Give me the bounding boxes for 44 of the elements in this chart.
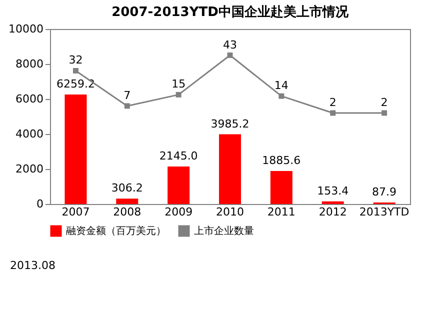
point xyxy=(227,52,233,58)
data-label: 306.2 xyxy=(111,182,143,195)
y-tick-label: 6000 xyxy=(16,92,44,106)
text: 2013.08 xyxy=(10,259,56,272)
chart-title: 2007-2013YTD中国企业赴美上市情况 xyxy=(112,4,350,20)
data-label: 14 xyxy=(274,79,288,92)
data-label: 7 xyxy=(124,88,131,102)
data-label: 15 xyxy=(172,78,186,91)
data-label: 32 xyxy=(68,54,83,67)
data-label: 2 xyxy=(329,96,336,109)
data-label: 3985.2 xyxy=(210,117,250,130)
bar xyxy=(168,166,190,204)
x-tick-label: 2010 xyxy=(216,206,244,218)
y-tick-label: 4000 xyxy=(16,128,44,140)
y-tick-label: 8000 xyxy=(16,58,44,70)
y-tick-label: 0 xyxy=(36,198,44,210)
data-label: 1885.6 xyxy=(262,154,301,167)
data-label: 2145.0 xyxy=(159,149,198,162)
data-label: 2 xyxy=(380,96,388,109)
point xyxy=(278,93,284,99)
x-tick-label: 2008 xyxy=(113,206,142,218)
bar xyxy=(322,201,344,204)
data-label: 6259.2 xyxy=(56,77,95,90)
y-tick-label: 10000 xyxy=(8,22,44,36)
data-label: 153.4 xyxy=(317,184,349,198)
legend-label: 上市企业数量 xyxy=(194,225,254,237)
x-tick-label: 2009 xyxy=(164,206,193,218)
point xyxy=(382,110,388,116)
x-tick-label: 2012 xyxy=(318,206,347,218)
bar xyxy=(270,171,292,204)
bar xyxy=(219,134,241,204)
data-label: 43 xyxy=(223,38,237,52)
point xyxy=(72,68,78,74)
y-tick-label: 2000 xyxy=(16,162,44,176)
point xyxy=(124,103,130,109)
point xyxy=(176,92,182,98)
point xyxy=(330,110,336,116)
legend-label: 融资金额（百万美元） xyxy=(66,225,166,237)
x-tick-label: 2007 xyxy=(62,206,90,218)
bar xyxy=(116,198,138,204)
x-tick-label: 2013YTD xyxy=(359,206,410,218)
x-tick-label: 2011 xyxy=(267,206,296,218)
bar xyxy=(64,94,87,204)
data-label: 87.9 xyxy=(372,185,397,198)
